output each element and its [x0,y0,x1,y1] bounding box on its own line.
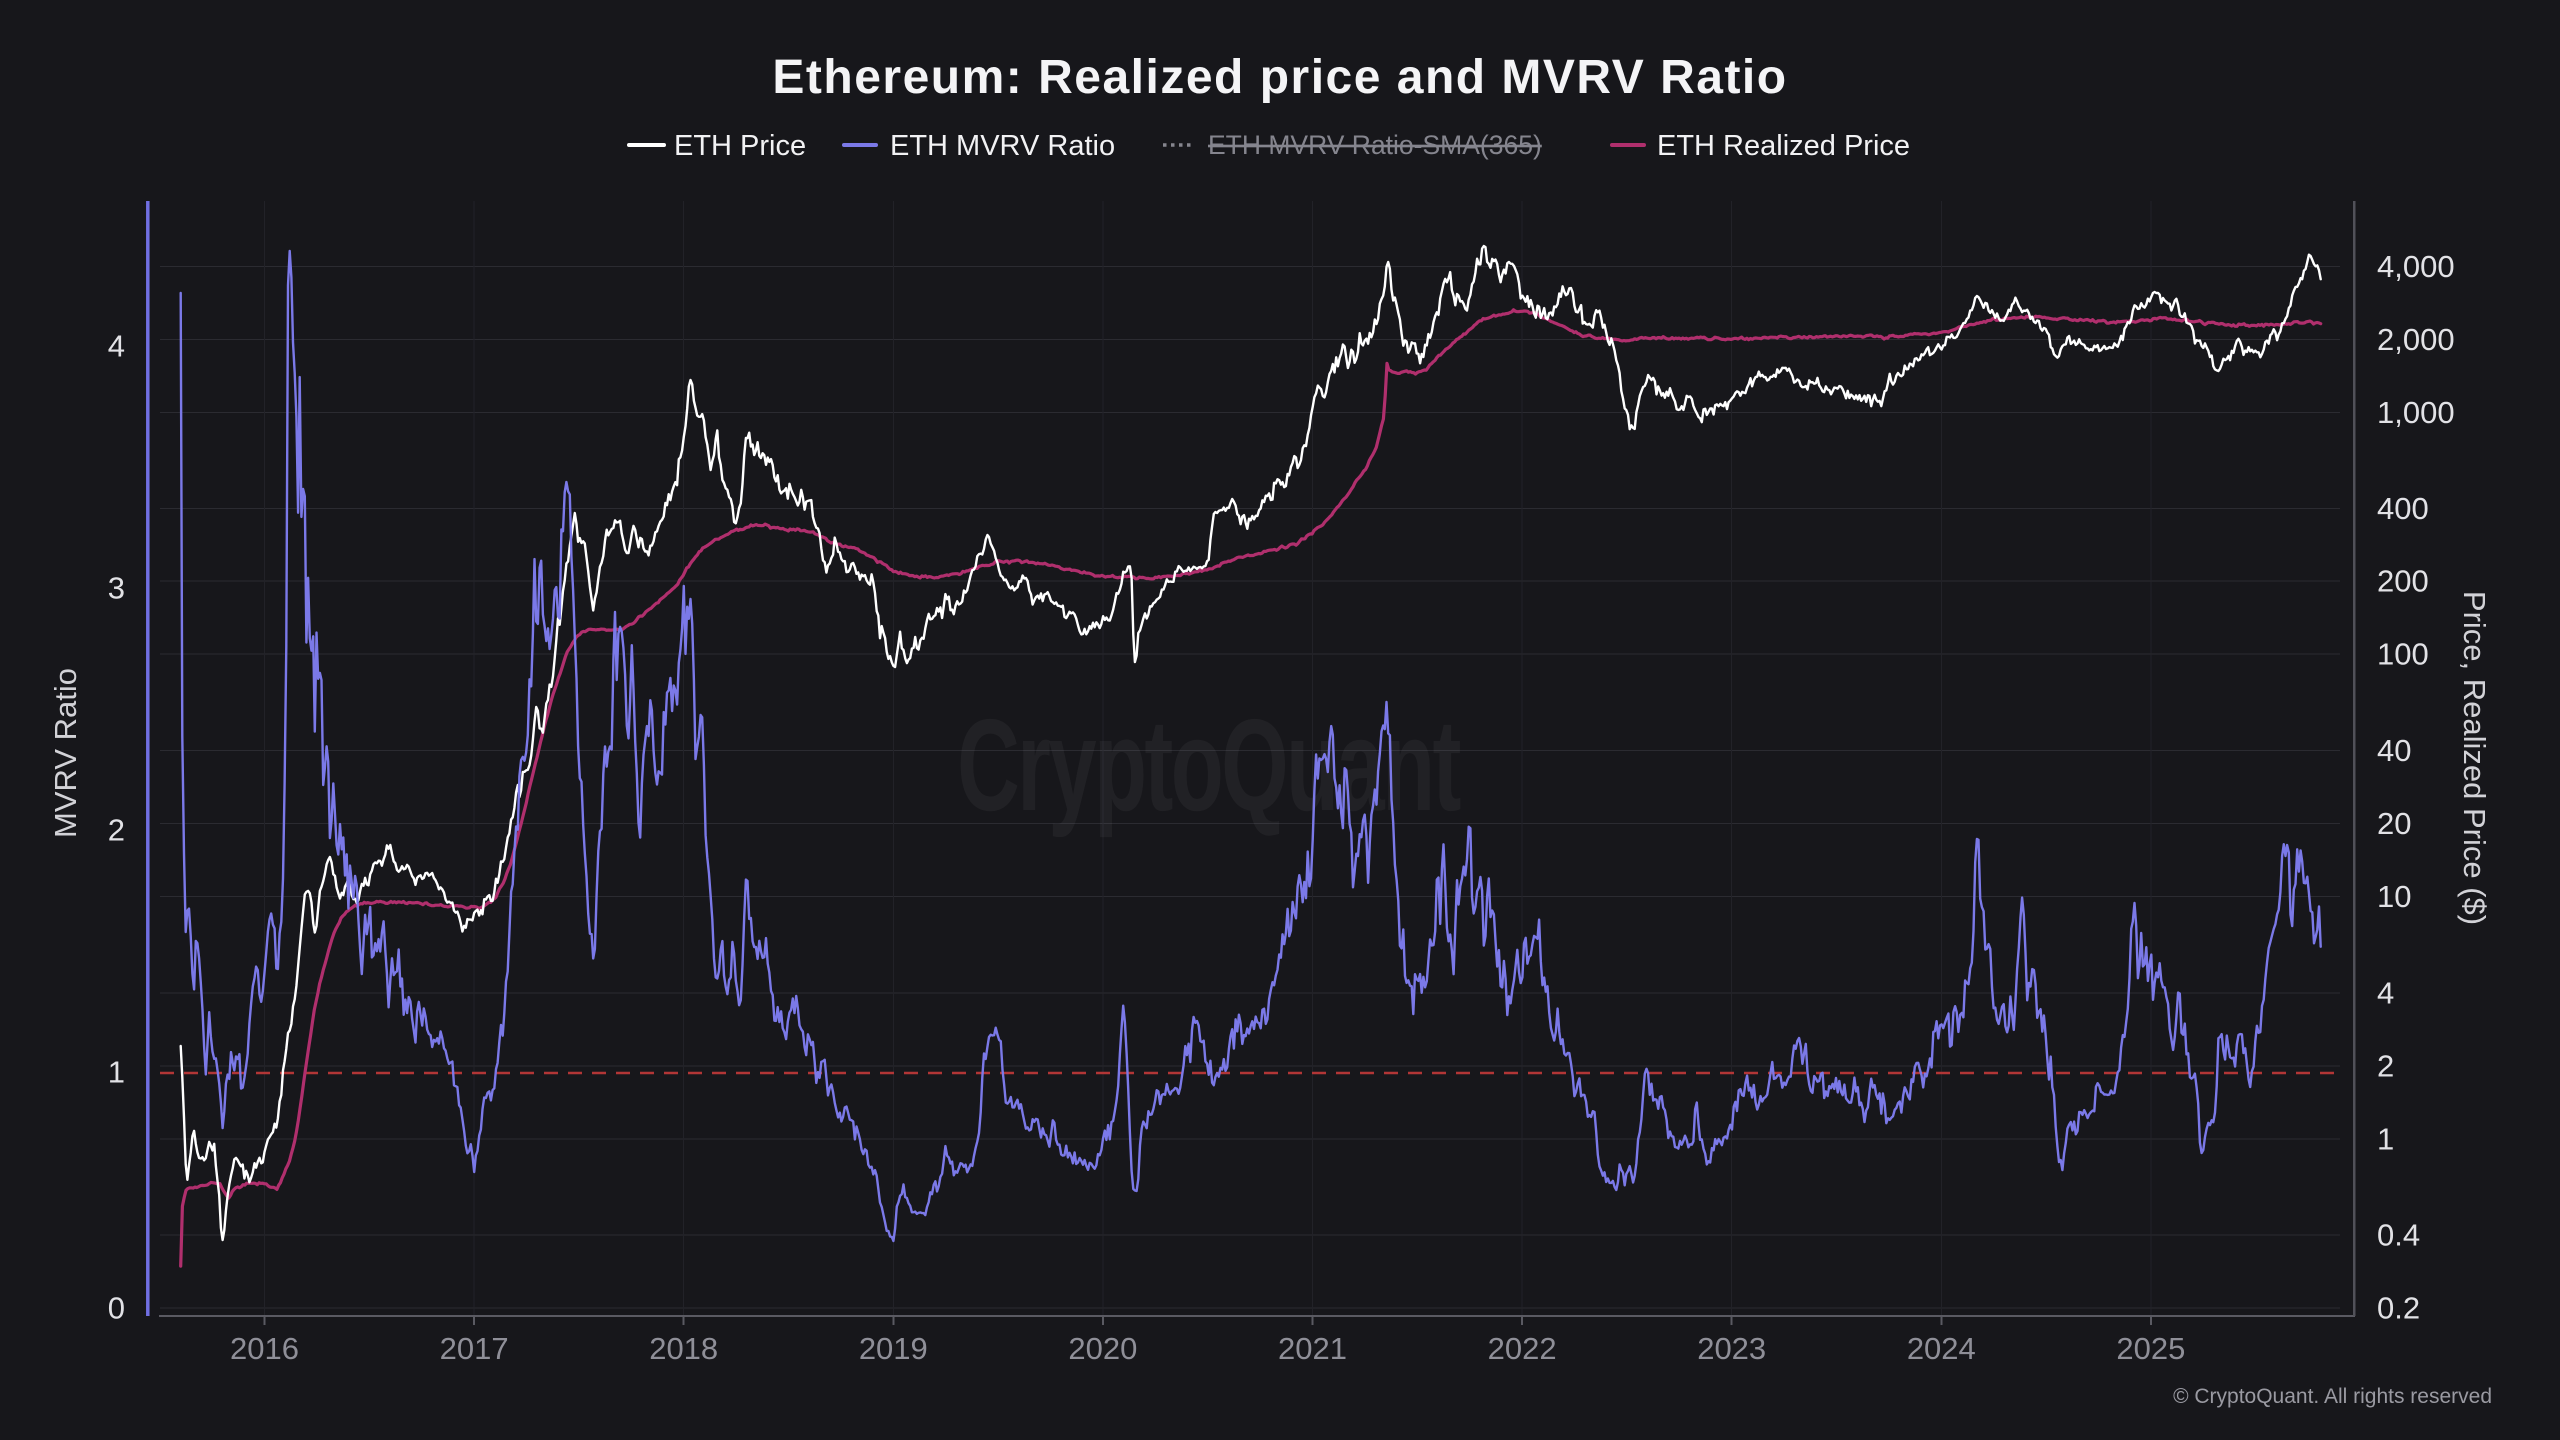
svg-text:Ethereum: Realized price and M: Ethereum: Realized price and MVRV Ratio [772,51,1787,104]
svg-text:2: 2 [108,813,125,848]
svg-text:400: 400 [2377,491,2429,526]
svg-text:0.2: 0.2 [2377,1291,2420,1326]
svg-text:1: 1 [2377,1121,2394,1156]
svg-text:2021: 2021 [1278,1331,1347,1366]
svg-text:2022: 2022 [1488,1331,1557,1366]
svg-text:2,000: 2,000 [2377,322,2455,357]
svg-text:4: 4 [108,329,125,364]
svg-text:2017: 2017 [440,1331,509,1366]
svg-text:2024: 2024 [1907,1331,1976,1366]
svg-text:2020: 2020 [1068,1331,1137,1366]
svg-text:2016: 2016 [230,1331,299,1366]
svg-text:1: 1 [108,1055,125,1090]
svg-text:ETH Price: ETH Price [674,130,806,162]
svg-text:ETH MVRV Ratio: ETH MVRV Ratio [890,130,1115,162]
svg-text:© CryptoQuant. All rights rese: © CryptoQuant. All rights reserved [2173,1385,2492,1408]
svg-text:20: 20 [2377,806,2411,841]
svg-text:MVRV Ratio: MVRV Ratio [48,668,83,838]
svg-text:40: 40 [2377,733,2411,768]
svg-text:1,000: 1,000 [2377,395,2455,430]
svg-text:3: 3 [108,571,125,606]
svg-text:200: 200 [2377,564,2429,599]
svg-text:2023: 2023 [1697,1331,1766,1366]
svg-text:0: 0 [108,1291,125,1326]
svg-text:ETH MVRV Ratio-SMA(365): ETH MVRV Ratio-SMA(365) [1208,130,1542,160]
svg-text:2025: 2025 [2116,1331,2185,1366]
svg-text:4,000: 4,000 [2377,249,2455,284]
svg-text:Price, Realized Price ($): Price, Realized Price ($) [2457,591,2492,925]
svg-text:100: 100 [2377,637,2429,672]
svg-text:ETH Realized Price: ETH Realized Price [1657,130,1910,162]
svg-text:10: 10 [2377,879,2411,914]
svg-text:4: 4 [2377,975,2394,1010]
svg-text:2018: 2018 [649,1331,718,1366]
svg-text:0.4: 0.4 [2377,1218,2420,1253]
svg-text:2: 2 [2377,1048,2394,1083]
svg-text:2019: 2019 [859,1331,928,1366]
